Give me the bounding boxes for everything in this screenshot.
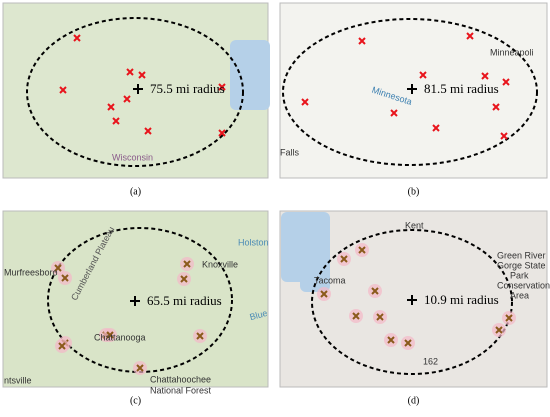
radius-label: 75.5 mi radius [150, 81, 225, 96]
location-marker [387, 336, 395, 344]
location-marker [502, 78, 510, 86]
map-label: 162 [423, 356, 438, 366]
map-label: Minneapoli [490, 47, 534, 57]
location-marker [183, 260, 191, 268]
location-marker [500, 132, 508, 140]
location-marker [54, 264, 62, 272]
location-marker [126, 68, 134, 76]
location-marker [301, 98, 309, 106]
location-marker [218, 129, 226, 137]
location-marker [107, 103, 115, 111]
location-marker [492, 103, 500, 111]
location-marker [358, 37, 366, 45]
map-label: Chattahoochee [150, 374, 211, 384]
map-label: Conservation [497, 280, 550, 290]
panel-caption: (a) [130, 186, 141, 197]
map-panel: 10.9 mi radius Kent Tacoma Green RiverGorge… [279, 210, 550, 406]
location-marker [505, 314, 513, 322]
location-marker [138, 71, 146, 79]
radius-label: 65.5 mi radius [147, 293, 222, 308]
map-panel: 75.5 mi radius Wisconsin (a) [2, 2, 270, 197]
map-label: Blue [249, 308, 269, 322]
radius-circle [282, 18, 538, 166]
location-marker [136, 364, 144, 372]
map-label: Knoxville [202, 259, 238, 269]
map-panel: 81.5 mi radiusMinneapoliMinnesotaFalls(b… [279, 2, 548, 197]
map-background [2, 2, 269, 179]
location-marker [112, 117, 120, 125]
location-marker [61, 274, 69, 282]
center-cross [407, 84, 417, 94]
panel-caption: (d) [408, 395, 420, 406]
map-label: Park [510, 270, 529, 280]
map-label: Gorge State [497, 260, 546, 270]
location-marker [196, 332, 204, 340]
location-marker [419, 71, 427, 79]
location-marker [106, 331, 114, 339]
location-marker [59, 86, 67, 94]
location-marker [376, 313, 384, 321]
map-label: Falls [280, 147, 300, 157]
location-marker [123, 95, 131, 103]
center-cross [133, 84, 143, 94]
water [230, 40, 270, 110]
location-marker [432, 124, 440, 132]
location-marker [340, 255, 348, 263]
map-label: National Forest [150, 385, 212, 395]
location-marker [466, 32, 474, 40]
panel-caption: (b) [408, 186, 420, 197]
location-marker [58, 342, 66, 350]
map-label: Murfreesboro [4, 267, 58, 277]
location-marker [495, 326, 503, 334]
location-marker [180, 275, 188, 283]
location-marker [144, 127, 152, 135]
map-background [279, 2, 548, 179]
map-label: Green River [497, 250, 546, 260]
map-label: Chattanooga [94, 332, 146, 342]
radius-circle [26, 17, 244, 167]
location-marker [320, 290, 328, 298]
map-panel: 65.5 mi radius Murfreesboro Knoxville Chatt… [2, 210, 269, 406]
map-label: Area [510, 290, 529, 300]
radius-label: 81.5 mi radius [424, 81, 499, 96]
radius-circle [311, 229, 513, 375]
location-marker [481, 72, 489, 80]
map-label: ntsville [4, 375, 32, 385]
location-marker [404, 339, 412, 347]
center-cross [407, 295, 417, 305]
location-marker [218, 83, 226, 91]
location-marker [352, 312, 360, 320]
radius-label: 10.9 mi radius [424, 292, 499, 307]
location-marker [371, 287, 379, 295]
location-marker [390, 109, 398, 117]
panel-caption: (c) [130, 395, 141, 406]
center-cross [130, 296, 140, 306]
map-label: Tacoma [314, 275, 346, 285]
location-marker [358, 246, 366, 254]
location-marker [73, 34, 81, 42]
map-label: Wisconsin [112, 152, 153, 162]
map-label: Holston [238, 237, 269, 247]
water [300, 212, 330, 292]
map-label: Kent [405, 220, 424, 230]
